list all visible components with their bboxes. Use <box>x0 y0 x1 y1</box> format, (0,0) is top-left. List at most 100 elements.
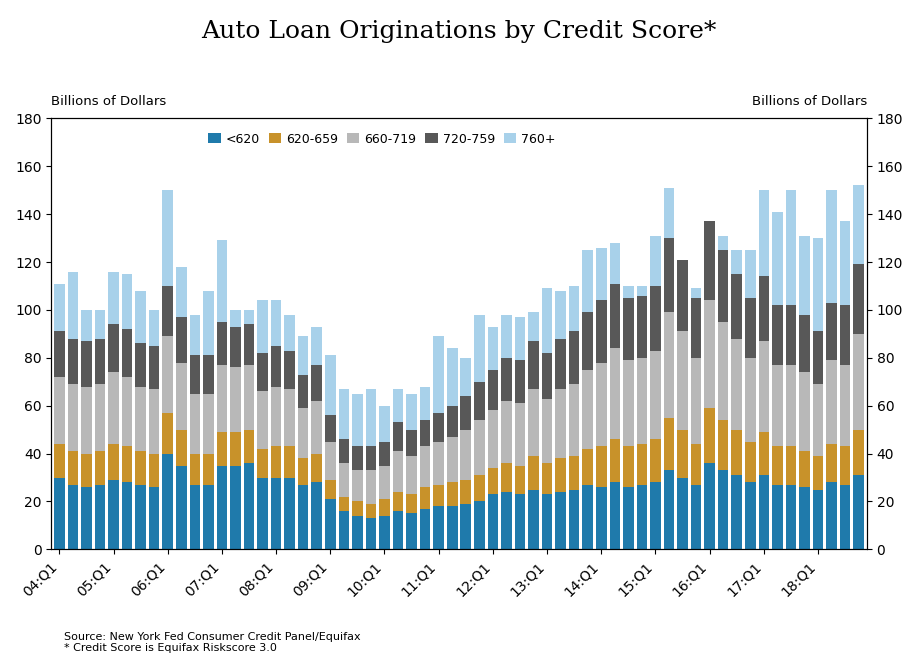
Bar <box>704 408 715 463</box>
Bar <box>515 494 525 549</box>
Bar <box>623 360 633 446</box>
Bar <box>54 377 64 444</box>
Bar <box>447 437 457 482</box>
Bar <box>54 331 64 377</box>
Bar <box>474 315 485 381</box>
Bar <box>135 387 146 451</box>
Bar <box>745 482 756 549</box>
Bar <box>189 315 200 355</box>
Bar <box>650 482 661 549</box>
Bar <box>677 478 688 549</box>
Bar <box>257 449 268 478</box>
Bar <box>217 240 227 322</box>
Bar <box>447 406 457 437</box>
Bar <box>677 331 688 430</box>
Bar <box>745 442 756 482</box>
Bar <box>393 451 403 492</box>
Bar <box>203 394 214 453</box>
Bar <box>555 291 565 339</box>
Bar <box>325 355 336 415</box>
Bar <box>135 451 146 484</box>
Bar <box>461 504 471 549</box>
Bar <box>596 487 607 549</box>
Bar <box>189 394 200 453</box>
Bar <box>854 185 864 265</box>
Bar <box>610 348 620 439</box>
Bar <box>800 372 810 451</box>
Bar <box>81 387 92 453</box>
Bar <box>758 277 769 341</box>
Bar <box>555 492 565 549</box>
Bar <box>664 312 674 418</box>
Bar <box>691 298 701 358</box>
Bar <box>339 439 349 463</box>
Bar <box>257 300 268 353</box>
Bar <box>162 413 173 453</box>
Bar <box>826 482 837 549</box>
Bar <box>203 453 214 484</box>
Bar <box>732 274 742 339</box>
Bar <box>826 444 837 482</box>
Bar <box>542 399 553 463</box>
Bar <box>691 444 701 484</box>
Bar <box>812 384 823 456</box>
Bar <box>569 286 579 331</box>
Bar <box>487 327 498 370</box>
Bar <box>217 432 227 465</box>
Bar <box>555 389 565 459</box>
Bar <box>393 492 403 511</box>
Bar <box>596 300 607 362</box>
Bar <box>311 482 322 549</box>
Bar <box>501 463 511 492</box>
Bar <box>745 298 756 358</box>
Bar <box>840 365 850 446</box>
Bar <box>325 442 336 480</box>
Bar <box>365 471 376 504</box>
Bar <box>420 387 431 420</box>
Bar <box>812 490 823 549</box>
Bar <box>353 446 363 471</box>
Bar <box>95 384 106 451</box>
Bar <box>311 365 322 401</box>
Bar <box>244 430 254 463</box>
Bar <box>461 358 471 396</box>
Bar <box>691 484 701 549</box>
Bar <box>528 341 539 389</box>
Bar <box>786 484 796 549</box>
Bar <box>68 339 78 384</box>
Bar <box>800 315 810 372</box>
Bar <box>298 408 308 459</box>
Bar <box>244 463 254 549</box>
Bar <box>135 343 146 387</box>
Bar <box>230 368 241 432</box>
Bar <box>68 484 78 549</box>
Bar <box>501 401 511 463</box>
Bar <box>54 444 64 478</box>
Bar <box>189 453 200 484</box>
Bar <box>474 475 485 502</box>
Bar <box>298 459 308 484</box>
Legend: <620, 620-659, 660-719, 720-759, 760+: <620, 620-659, 660-719, 720-759, 760+ <box>205 129 559 149</box>
Bar <box>812 238 823 331</box>
Bar <box>189 355 200 394</box>
Bar <box>81 341 92 387</box>
Bar <box>758 475 769 549</box>
Bar <box>393 511 403 549</box>
Bar <box>203 355 214 394</box>
Bar <box>365 504 376 518</box>
Bar <box>54 284 64 331</box>
Bar <box>596 446 607 487</box>
Bar <box>353 516 363 549</box>
Bar <box>664 187 674 238</box>
Bar <box>244 324 254 365</box>
Bar <box>135 291 146 343</box>
Bar <box>54 478 64 549</box>
Text: Billions of Dollars: Billions of Dollars <box>51 94 166 108</box>
Bar <box>433 484 444 506</box>
Bar <box>108 480 118 549</box>
Bar <box>81 487 92 549</box>
Bar <box>650 439 661 482</box>
Bar <box>230 327 241 368</box>
Bar <box>81 453 92 487</box>
Bar <box>732 475 742 549</box>
